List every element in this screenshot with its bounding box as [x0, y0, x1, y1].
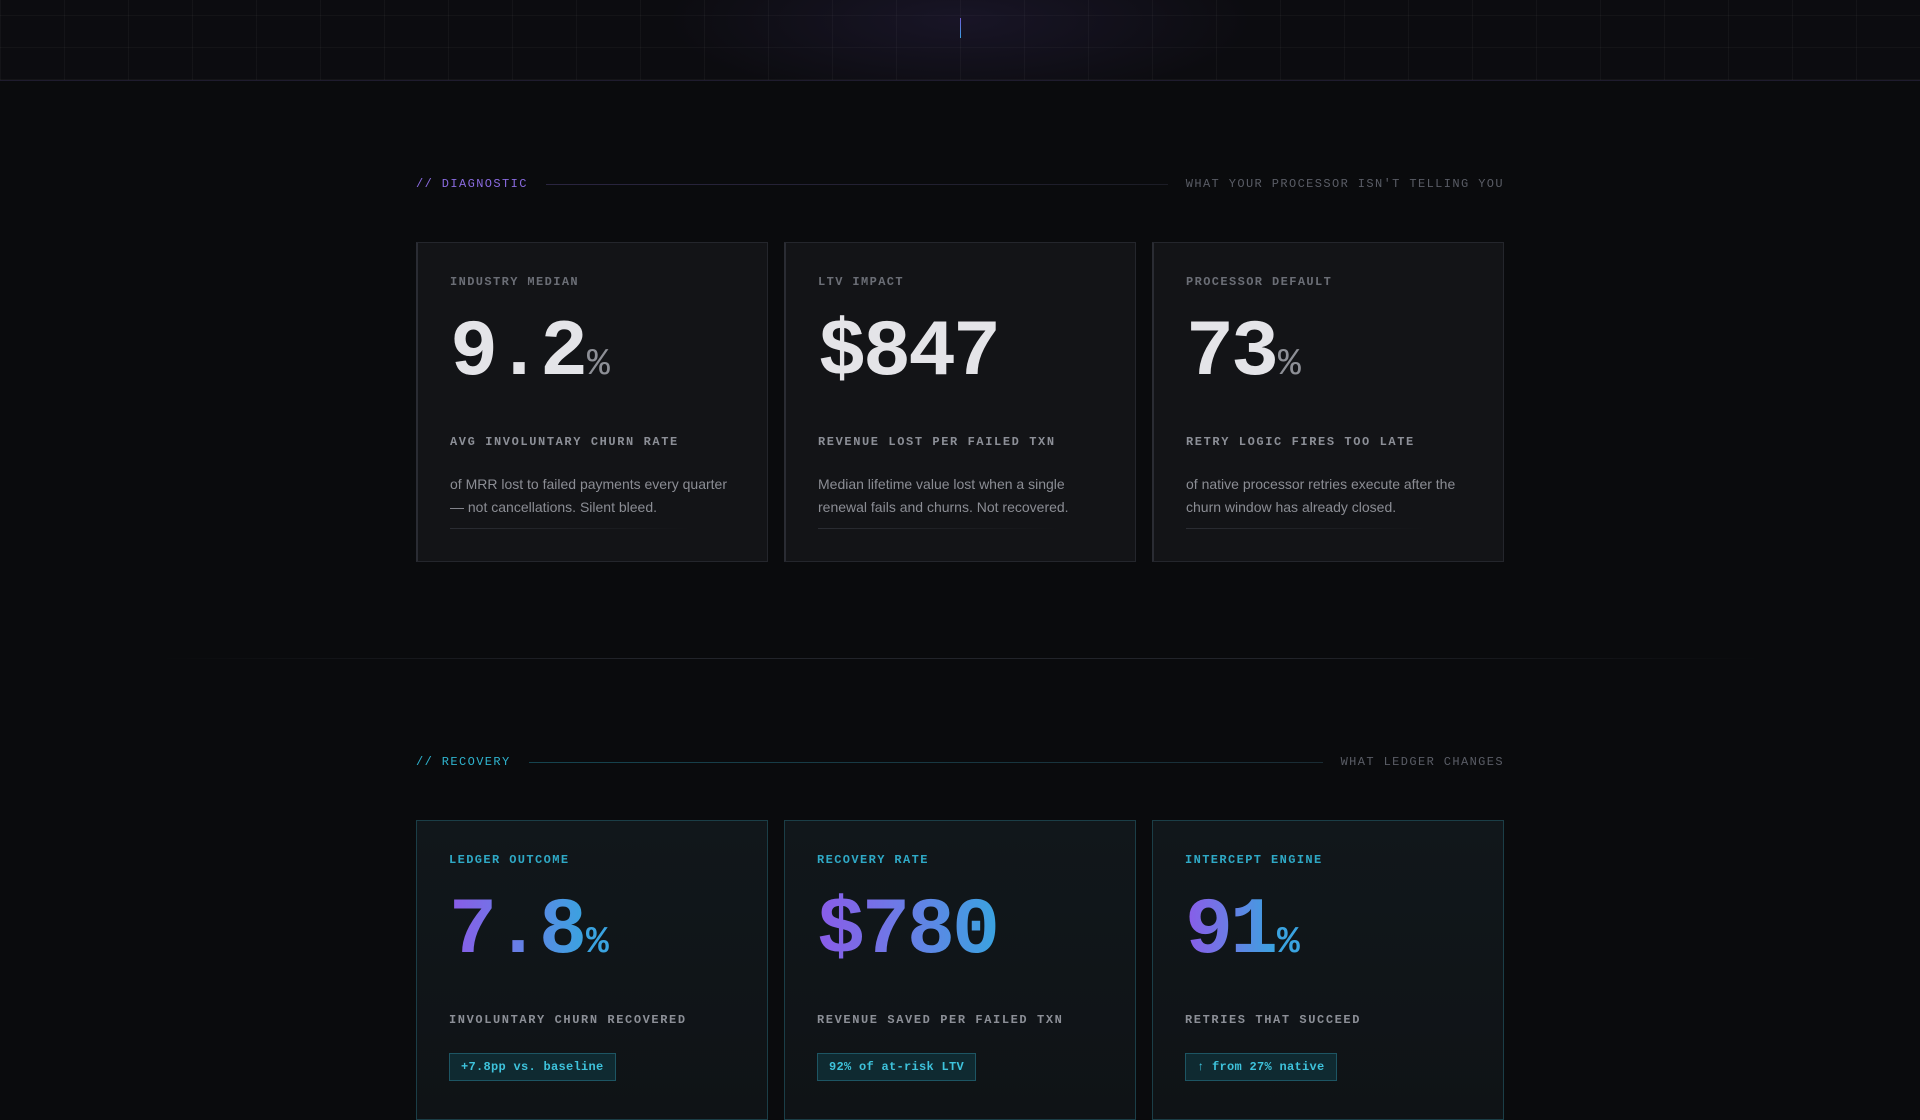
- stat-card-ltv-impact: LTV IMPACT $847 REVENUE LOST PER FAILED …: [784, 242, 1136, 562]
- stat-card-value: 91: [1185, 886, 1278, 977]
- stat-card-eyebrow: INTERCEPT ENGINE: [1185, 853, 1323, 867]
- stat-card-label: REVENUE SAVED PER FAILED TXN: [817, 1013, 1064, 1027]
- stat-card-value-row: $847: [818, 311, 1103, 397]
- stat-card-description: of native processor retries execute afte…: [1186, 476, 1456, 515]
- stat-card-unit: %: [586, 921, 609, 964]
- stat-card-description: of MRR lost to failed payments every qua…: [450, 476, 728, 515]
- stat-card-label: INVOLUNTARY CHURN RECOVERED: [449, 1013, 687, 1027]
- diagnostic-section-header: // DIAGNOSTIC WHAT YOUR PROCESSOR ISN'T …: [416, 174, 1504, 194]
- recovery-section: // RECOVERY WHAT LEDGER CHANGES LEDGER O…: [416, 752, 1504, 1120]
- recovery-cards: LEDGER OUTCOME 7.8% INVOLUNTARY CHURN RE…: [416, 820, 1504, 1120]
- stat-card-value: 9.2: [450, 308, 588, 399]
- top-grid-band: [0, 0, 1920, 81]
- stat-card-eyebrow: LEDGER OUTCOME: [449, 853, 570, 867]
- stat-card-eyebrow: RECOVERY RATE: [817, 853, 929, 867]
- stat-card-value: $780: [817, 886, 1000, 977]
- stat-card-eyebrow: LTV IMPACT: [818, 275, 905, 289]
- stat-card-rule: [450, 528, 690, 529]
- stat-card-eyebrow: INDUSTRY MEDIAN: [450, 275, 580, 289]
- stat-card-badge: +7.8pp vs. baseline: [449, 1053, 616, 1081]
- stat-card-value: 73: [1186, 308, 1279, 399]
- stat-card-unit: %: [1277, 921, 1300, 964]
- stat-card-intercept-engine: INTERCEPT ENGINE 91% RETRIES THAT SUCCEE…: [1152, 820, 1504, 1120]
- diagnostic-section-note: WHAT YOUR PROCESSOR ISN'T TELLING YOU: [1185, 177, 1504, 191]
- stat-card-eyebrow: PROCESSOR DEFAULT: [1186, 275, 1333, 289]
- scroll-indicator: [960, 18, 961, 38]
- recovery-section-header: // RECOVERY WHAT LEDGER CHANGES: [416, 752, 1504, 772]
- stat-card-label: REVENUE LOST PER FAILED TXN: [818, 435, 1056, 449]
- section-header-line: [528, 761, 1323, 763]
- recovery-section-tag: // RECOVERY: [416, 755, 511, 769]
- stat-card-value-row: 73%: [1186, 311, 1471, 397]
- stat-card-value-row: $780: [817, 889, 1103, 975]
- stat-card-recovery-rate: RECOVERY RATE $780 REVENUE SAVED PER FAI…: [784, 820, 1136, 1120]
- stat-card-industry-median: INDUSTRY MEDIAN 9.2% AVG INVOLUNTARY CHU…: [416, 242, 768, 562]
- section-divider: [160, 658, 1760, 659]
- stat-card-value-row: 91%: [1185, 889, 1471, 975]
- stat-card-label: RETRIES THAT SUCCEED: [1185, 1013, 1362, 1027]
- stat-card-unit: %: [1278, 343, 1301, 386]
- diagnostic-section-tag: // DIAGNOSTIC: [416, 177, 528, 191]
- stat-card-ledger-outcome: LEDGER OUTCOME 7.8% INVOLUNTARY CHURN RE…: [416, 820, 768, 1120]
- diagnostic-section: // DIAGNOSTIC WHAT YOUR PROCESSOR ISN'T …: [416, 174, 1504, 562]
- stat-card-rule: [1186, 528, 1426, 529]
- stat-card-label: RETRY LOGIC FIRES TOO LATE: [1186, 435, 1415, 449]
- stat-card-badge: 92% of at-risk LTV: [817, 1053, 977, 1081]
- stat-card-value-row: 7.8%: [449, 889, 735, 975]
- stat-card-unit: %: [587, 343, 610, 386]
- stat-card-value: 7.8: [449, 886, 587, 977]
- stat-card-processor-default: PROCESSOR DEFAULT 73% RETRY LOGIC FIRES …: [1152, 242, 1504, 562]
- recovery-section-note: WHAT LEDGER CHANGES: [1340, 755, 1504, 769]
- diagnostic-cards: INDUSTRY MEDIAN 9.2% AVG INVOLUNTARY CHU…: [416, 242, 1504, 562]
- stat-card-value: $847: [818, 308, 1001, 399]
- stat-card-rule: [818, 528, 1058, 529]
- stat-card-value-row: 9.2%: [450, 311, 735, 397]
- stat-card-badge: ↑ from 27% native: [1185, 1053, 1337, 1081]
- stat-card-description: Median lifetime value lost when a single…: [818, 476, 1069, 515]
- stat-card-label: AVG INVOLUNTARY CHURN RATE: [450, 435, 679, 449]
- section-header-line: [545, 183, 1168, 185]
